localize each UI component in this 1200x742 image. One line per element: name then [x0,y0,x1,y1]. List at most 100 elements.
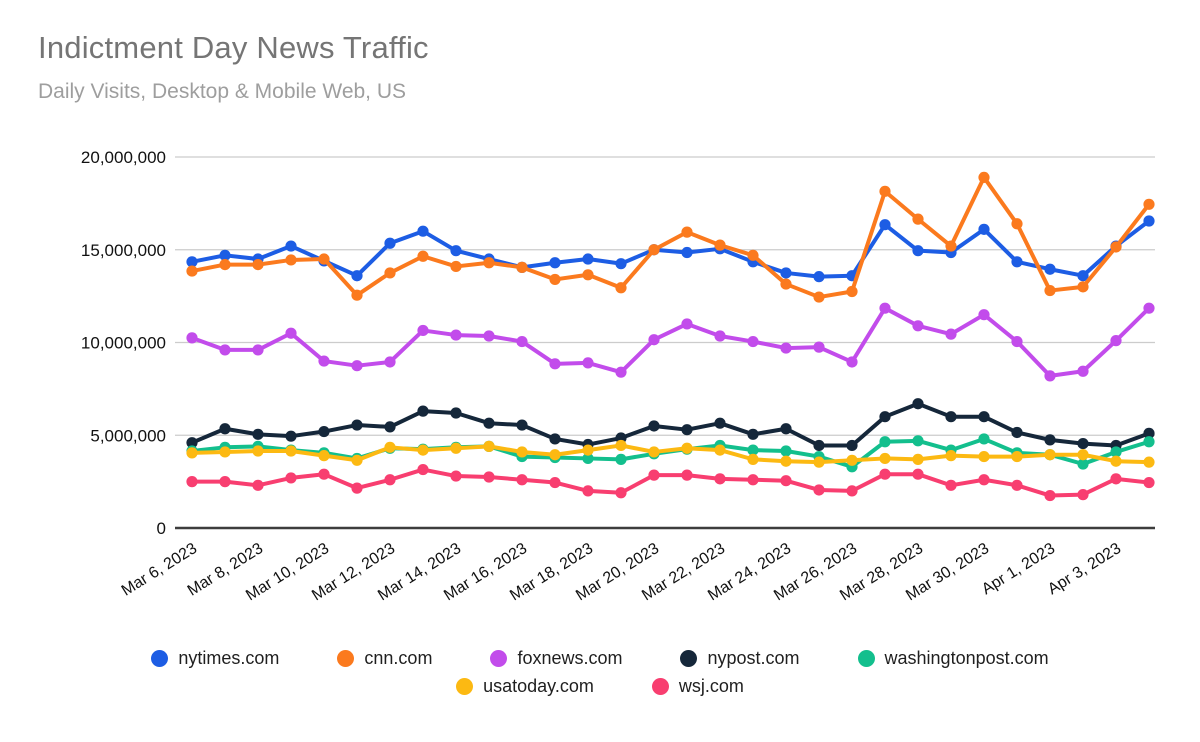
data-point-usatoday.com[interactable] [516,446,528,458]
data-point-foxnews.com[interactable] [186,332,198,344]
data-point-cnn.com[interactable] [318,253,330,265]
data-point-wsj.com[interactable] [219,476,231,488]
data-point-foxnews.com[interactable] [516,335,528,348]
data-point-usatoday.com[interactable] [1143,456,1155,468]
data-point-nypost.com[interactable] [879,411,891,423]
data-point-nytimes.com[interactable] [813,271,825,283]
data-point-nypost.com[interactable] [219,423,231,435]
data-point-nytimes.com[interactable] [1044,263,1056,275]
data-point-nypost.com[interactable] [846,439,858,452]
data-point-wsj.com[interactable] [417,463,429,476]
data-point-usatoday.com[interactable] [648,446,660,458]
data-point-wsj.com[interactable] [681,469,693,481]
data-point-foxnews.com[interactable] [879,302,891,314]
data-point-nypost.com[interactable] [318,425,330,438]
data-point-cnn.com[interactable] [483,257,495,269]
data-point-nypost.com[interactable] [450,407,462,419]
data-point-cnn.com[interactable] [978,171,990,184]
data-point-nytimes.com[interactable] [681,246,693,259]
data-point-foxnews.com[interactable] [318,355,330,367]
data-point-wsj.com[interactable] [714,473,726,485]
data-point-washingtonpost.com[interactable] [1077,458,1089,470]
data-point-nypost.com[interactable] [1011,426,1023,439]
data-point-usatoday.com[interactable] [813,456,825,468]
data-point-nytimes.com[interactable] [780,267,792,279]
data-point-usatoday.com[interactable] [417,444,429,456]
data-point-usatoday.com[interactable] [483,440,495,452]
data-point-nytimes.com[interactable] [1011,256,1023,268]
data-point-cnn.com[interactable] [648,244,660,256]
data-point-usatoday.com[interactable] [681,442,693,454]
data-point-nytimes.com[interactable] [978,223,990,235]
data-point-usatoday.com[interactable] [747,453,759,465]
data-point-wsj.com[interactable] [846,485,858,497]
data-point-wsj.com[interactable] [1077,489,1089,501]
data-point-cnn.com[interactable] [384,267,396,279]
data-point-nytimes.com[interactable] [1077,270,1089,282]
data-point-nytimes.com[interactable] [450,245,462,257]
data-point-cnn.com[interactable] [945,240,957,252]
data-point-nypost.com[interactable] [780,423,792,435]
data-point-usatoday.com[interactable] [615,439,627,452]
data-point-foxnews.com[interactable] [582,357,594,369]
data-point-foxnews.com[interactable] [747,335,759,348]
data-point-foxnews.com[interactable] [1110,335,1122,347]
data-point-foxnews.com[interactable] [1011,335,1023,348]
data-point-cnn.com[interactable] [186,265,198,277]
data-point-nypost.com[interactable] [483,417,495,429]
data-point-cnn.com[interactable] [780,278,792,290]
data-point-wsj.com[interactable] [747,474,759,486]
data-point-usatoday.com[interactable] [582,444,594,456]
data-point-wsj.com[interactable] [978,474,990,486]
data-point-usatoday.com[interactable] [714,444,726,456]
data-point-foxnews.com[interactable] [1077,365,1089,377]
data-point-cnn.com[interactable] [879,185,891,197]
data-point-usatoday.com[interactable] [186,447,198,459]
data-point-nytimes.com[interactable] [417,225,429,237]
data-point-foxnews.com[interactable] [351,360,363,372]
data-point-washingtonpost.com[interactable] [1143,436,1155,448]
data-point-foxnews.com[interactable] [681,318,693,330]
data-point-wsj.com[interactable] [879,468,891,480]
data-point-cnn.com[interactable] [1044,284,1056,297]
data-point-usatoday.com[interactable] [549,449,561,461]
data-point-wsj.com[interactable] [1110,473,1122,485]
data-point-wsj.com[interactable] [945,479,957,491]
data-point-washingtonpost.com[interactable] [582,452,594,465]
data-point-usatoday.com[interactable] [1011,450,1023,463]
data-point-usatoday.com[interactable] [450,442,462,454]
data-point-washingtonpost.com[interactable] [780,445,792,457]
data-point-wsj.com[interactable] [1044,489,1056,502]
data-point-usatoday.com[interactable] [285,445,297,457]
data-point-wsj.com[interactable] [483,471,495,483]
data-point-usatoday.com[interactable] [318,450,330,462]
data-point-foxnews.com[interactable] [978,309,990,321]
data-point-wsj.com[interactable] [1143,476,1155,489]
data-point-nytimes.com[interactable] [351,270,363,282]
data-point-nytimes.com[interactable] [285,240,297,252]
data-point-wsj.com[interactable] [912,468,924,480]
data-point-nypost.com[interactable] [912,398,924,410]
data-point-foxnews.com[interactable] [450,329,462,341]
data-point-cnn.com[interactable] [351,289,363,301]
data-point-foxnews.com[interactable] [384,356,396,368]
data-point-wsj.com[interactable] [780,475,792,487]
data-point-nypost.com[interactable] [186,437,198,449]
data-point-nytimes.com[interactable] [879,219,891,231]
data-point-cnn.com[interactable] [516,261,528,273]
data-point-wsj.com[interactable] [1011,479,1023,491]
data-point-foxnews.com[interactable] [945,328,957,340]
data-point-wsj.com[interactable] [516,474,528,486]
data-point-washingtonpost.com[interactable] [1110,446,1122,458]
data-point-nytimes.com[interactable] [384,237,396,249]
data-point-nypost.com[interactable] [417,405,429,417]
data-point-nytimes.com[interactable] [1143,215,1155,227]
data-point-foxnews.com[interactable] [813,341,825,353]
data-point-usatoday.com[interactable] [384,441,396,453]
data-point-foxnews.com[interactable] [846,356,858,368]
data-point-usatoday.com[interactable] [846,454,858,466]
data-point-cnn.com[interactable] [1011,218,1023,230]
data-point-nytimes.com[interactable] [219,249,231,261]
data-point-foxnews.com[interactable] [549,358,561,370]
data-point-cnn.com[interactable] [450,260,462,273]
